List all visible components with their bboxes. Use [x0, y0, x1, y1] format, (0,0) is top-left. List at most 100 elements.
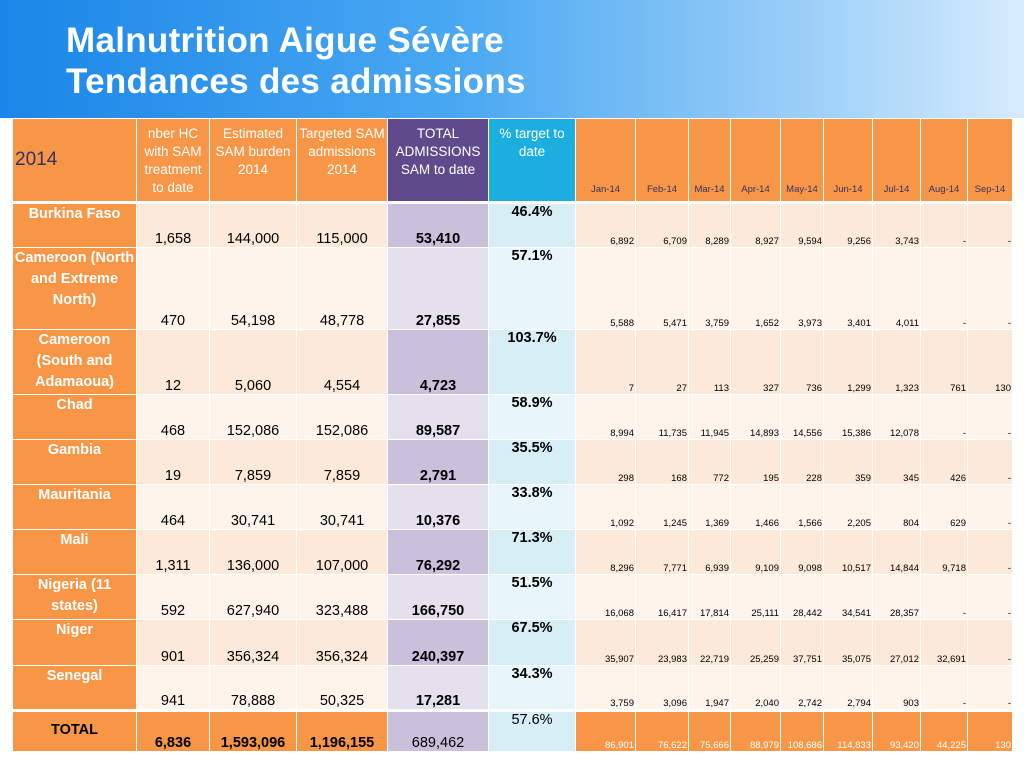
- monthly-value: -: [967, 664, 1013, 711]
- monthly-value: 28,442: [780, 574, 824, 621]
- targeted-admissions: 4,554: [296, 329, 388, 395]
- country-name: Cameroon (North and Extreme North): [12, 247, 137, 331]
- hc-count: 468: [136, 393, 210, 440]
- monthly-value: 8,296: [575, 529, 636, 576]
- monthly-value: 113: [688, 329, 731, 395]
- hc-count: 19: [136, 438, 210, 485]
- pct-target: 58.9%: [488, 393, 576, 440]
- monthly-value: -: [967, 393, 1013, 440]
- monthly-value: -: [967, 574, 1013, 621]
- pct-target: 67.5%: [488, 619, 576, 666]
- monthly-value: 27: [635, 329, 689, 395]
- monthly-value: 14,893: [730, 393, 781, 440]
- monthly-value: -: [920, 574, 968, 621]
- targeted-admissions: 356,324: [296, 619, 388, 666]
- targeted-admissions: 115,000: [296, 201, 388, 249]
- slide-title: Malnutrition Aigue Sévère Tendances des …: [66, 20, 526, 102]
- total-admissions: 240,397: [387, 619, 489, 666]
- table-row: Mali 1,311 136,000 107,000 76,292 71.3% 8,296 7…: [12, 529, 1013, 576]
- monthly-value: 345: [872, 438, 921, 485]
- country-name: Niger: [12, 619, 137, 666]
- monthly-value: 903: [872, 664, 921, 711]
- monthly-value: 28,357: [872, 574, 921, 621]
- month-header: Jun-14: [823, 118, 873, 204]
- monthly-value: 75,666: [688, 708, 731, 753]
- sam-burden: 627,940: [209, 574, 297, 621]
- monthly-value: 1,947: [688, 664, 731, 711]
- monthly-value: 1,323: [872, 329, 921, 395]
- monthly-value: 114,833: [823, 708, 873, 753]
- total-admissions: 689,462: [387, 708, 489, 753]
- monthly-value: 3,973: [780, 247, 824, 331]
- pct-target: 46.4%: [488, 201, 576, 249]
- monthly-value: 23,983: [635, 619, 689, 666]
- monthly-value: -: [920, 664, 968, 711]
- pct-target: 34.3%: [488, 664, 576, 711]
- burden-column-header: Estimated SAM burden 2014: [209, 118, 297, 204]
- hc-column-header: nber HC with SAM treatment to date: [136, 118, 210, 204]
- monthly-value: 1,652: [730, 247, 781, 331]
- targeted-admissions: 1,196,155: [296, 708, 388, 753]
- monthly-value: 93,420: [872, 708, 921, 753]
- monthly-value: 12,078: [872, 393, 921, 440]
- pct-target: 57.1%: [488, 247, 576, 331]
- country-name: Chad: [12, 393, 137, 440]
- total-admissions: 27,855: [387, 247, 489, 331]
- title-line-1: Malnutrition Aigue Sévère: [66, 21, 504, 60]
- monthly-value: 3,096: [635, 664, 689, 711]
- targeted-column-header: Targeted SAM admissions 2014: [296, 118, 388, 204]
- table-row: Cameroon (South and Adamaoua) 12 5,060 4,55…: [12, 329, 1013, 395]
- monthly-value: 14,556: [780, 393, 824, 440]
- monthly-value: 25,111: [730, 574, 781, 621]
- table-row: Gambia 19 7,859 7,859 2,791 35.5% 298 168 772 195…: [12, 438, 1013, 485]
- monthly-value: 32,691: [920, 619, 968, 666]
- month-header: Feb-14: [635, 118, 689, 204]
- monthly-value: 6,892: [575, 201, 636, 249]
- monthly-value: 761: [920, 329, 968, 395]
- monthly-value: 130: [967, 708, 1013, 753]
- monthly-value: -: [967, 483, 1013, 531]
- monthly-value: 44,225: [920, 708, 968, 753]
- monthly-value: 5,471: [635, 247, 689, 331]
- monthly-value: 772: [688, 438, 731, 485]
- total-row: TOTAL 6,836 1,593,096 1,196,155 689,462 57.6%…: [12, 708, 1013, 753]
- sam-burden: 30,741: [209, 483, 297, 531]
- monthly-value: 9,256: [823, 201, 873, 249]
- monthly-value: 1,566: [780, 483, 824, 531]
- monthly-value: 15,386: [823, 393, 873, 440]
- monthly-value: 108,686: [780, 708, 824, 753]
- total-admissions: 53,410: [387, 201, 489, 249]
- monthly-value: -: [967, 201, 1013, 249]
- sam-burden: 1,593,096: [209, 708, 297, 753]
- monthly-value: 9,594: [780, 201, 824, 249]
- table-row: Niger 901 356,324 356,324 240,397 67.5% 35,907…: [12, 619, 1013, 666]
- monthly-value: 359: [823, 438, 873, 485]
- monthly-value: 5,588: [575, 247, 636, 331]
- monthly-value: 3,759: [575, 664, 636, 711]
- pct-target: 71.3%: [488, 529, 576, 576]
- pct-target: 35.5%: [488, 438, 576, 485]
- total-admissions: 76,292: [387, 529, 489, 576]
- monthly-value: 11,735: [635, 393, 689, 440]
- title-banner: Malnutrition Aigue Sévère Tendances des …: [0, 0, 1024, 118]
- country-name: Senegal: [12, 664, 137, 711]
- monthly-value: 2,205: [823, 483, 873, 531]
- monthly-value: 16,417: [635, 574, 689, 621]
- month-header: Aug-14: [920, 118, 968, 204]
- monthly-value: 426: [920, 438, 968, 485]
- monthly-value: -: [967, 529, 1013, 576]
- total-admissions: 89,587: [387, 393, 489, 440]
- total-admissions: 17,281: [387, 664, 489, 711]
- targeted-admissions: 30,741: [296, 483, 388, 531]
- targeted-admissions: 152,086: [296, 393, 388, 440]
- monthly-value: 736: [780, 329, 824, 395]
- sam-burden: 78,888: [209, 664, 297, 711]
- total-admissions-column-header: TOTAL ADMISSIONS SAM to date: [387, 118, 489, 204]
- total-admissions: 10,376: [387, 483, 489, 531]
- table-body: Burkina Faso 1,658 144,000 115,000 53,410 46.…: [12, 201, 1013, 753]
- pct-target: 51.5%: [488, 574, 576, 621]
- monthly-value: 2,742: [780, 664, 824, 711]
- monthly-value: 37,751: [780, 619, 824, 666]
- monthly-value: 130: [967, 329, 1013, 395]
- monthly-value: 3,743: [872, 201, 921, 249]
